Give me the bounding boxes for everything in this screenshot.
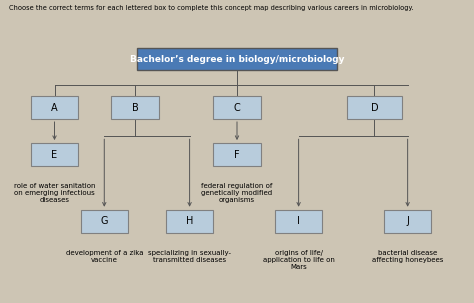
FancyBboxPatch shape <box>31 143 78 166</box>
Text: A: A <box>51 102 58 113</box>
FancyBboxPatch shape <box>111 96 159 119</box>
Text: federal regulation of
genetically modified
organisms: federal regulation of genetically modifi… <box>201 183 273 203</box>
FancyBboxPatch shape <box>81 210 128 233</box>
Text: origins of life/
application to life on
Mars: origins of life/ application to life on … <box>263 250 335 270</box>
FancyBboxPatch shape <box>275 210 322 233</box>
Text: Bachelor’s degree in biology/microbiology: Bachelor’s degree in biology/microbiolog… <box>130 55 344 64</box>
Text: E: E <box>52 149 57 160</box>
Text: bacterial disease
affecting honeybees: bacterial disease affecting honeybees <box>372 250 443 263</box>
FancyBboxPatch shape <box>166 210 213 233</box>
FancyBboxPatch shape <box>384 210 431 233</box>
FancyBboxPatch shape <box>213 96 261 119</box>
Text: I: I <box>297 216 300 226</box>
Text: F: F <box>234 149 240 160</box>
Text: H: H <box>186 216 193 226</box>
Text: development of a zika
vaccine: development of a zika vaccine <box>65 250 143 263</box>
Text: G: G <box>100 216 108 226</box>
Text: C: C <box>234 102 240 113</box>
FancyBboxPatch shape <box>137 48 337 70</box>
Text: Choose the correct terms for each lettered box to complete this concept map desc: Choose the correct terms for each letter… <box>9 5 414 11</box>
Text: role of water sanitation
on emerging infectious
diseases: role of water sanitation on emerging inf… <box>14 183 95 203</box>
Text: J: J <box>406 216 409 226</box>
Text: B: B <box>132 102 138 113</box>
FancyBboxPatch shape <box>31 96 78 119</box>
Text: specializing in sexually-
transmitted diseases: specializing in sexually- transmitted di… <box>148 250 231 263</box>
FancyBboxPatch shape <box>347 96 402 119</box>
Text: D: D <box>371 102 378 113</box>
FancyBboxPatch shape <box>213 143 261 166</box>
